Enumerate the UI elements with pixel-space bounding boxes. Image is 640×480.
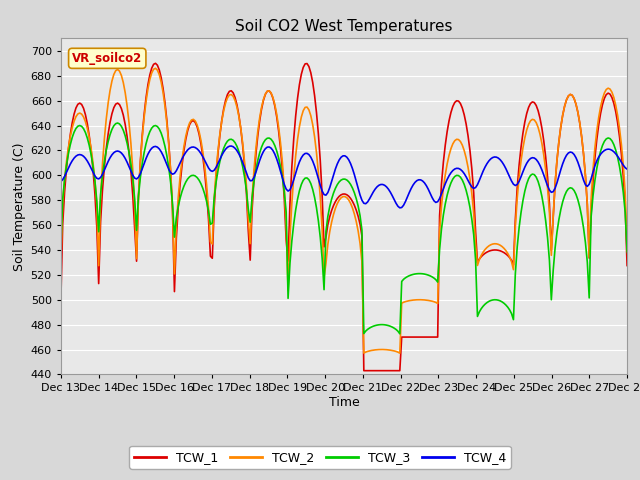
TCW_1: [57, 300, 65, 306]
TCW_2: [591, 145, 599, 151]
TCW_3: [495, 297, 502, 303]
TCW_4: [227, 143, 235, 149]
TCW_1: [144, 82, 152, 88]
TCW_3: [114, 120, 122, 126]
TCW_2: [557, 124, 564, 130]
Line: TCW_2: TCW_2: [61, 68, 640, 353]
TCW_1: [360, 368, 367, 373]
TCW_3: [591, 178, 599, 183]
TCW_1: [373, 368, 381, 373]
TCW_2: [371, 347, 379, 353]
TCW_4: [495, 155, 502, 161]
Legend: TCW_1, TCW_2, TCW_3, TCW_4: TCW_1, TCW_2, TCW_3, TCW_4: [129, 446, 511, 469]
Y-axis label: Soil Temperature (C): Soil Temperature (C): [13, 142, 26, 271]
TCW_4: [396, 205, 404, 211]
TCW_2: [57, 260, 65, 265]
TCW_1: [557, 124, 564, 130]
TCW_4: [591, 163, 599, 169]
Title: Soil CO2 West Temperatures: Soil CO2 West Temperatures: [236, 20, 452, 35]
TCW_1: [487, 248, 495, 253]
TCW_2: [487, 242, 495, 248]
TCW_1: [591, 155, 599, 161]
TCW_4: [371, 186, 379, 192]
X-axis label: Time: Time: [328, 396, 360, 409]
TCW_3: [487, 298, 495, 303]
TCW_3: [146, 129, 154, 134]
TCW_2: [396, 350, 404, 356]
TCW_2: [152, 65, 159, 71]
TCW_4: [57, 179, 65, 184]
TCW_1: [152, 60, 159, 66]
TCW_3: [396, 331, 404, 336]
TCW_2: [495, 241, 502, 247]
TCW_4: [487, 156, 495, 162]
Line: TCW_4: TCW_4: [61, 146, 640, 208]
TCW_3: [557, 207, 564, 213]
TCW_2: [144, 86, 152, 92]
TCW_4: [144, 151, 152, 157]
TCW_4: [557, 167, 564, 172]
TCW_1: [495, 247, 502, 253]
Line: TCW_1: TCW_1: [61, 63, 640, 371]
TCW_3: [57, 245, 65, 251]
Line: TCW_3: TCW_3: [61, 123, 640, 334]
TCW_3: [371, 323, 379, 328]
Text: VR_soilco2: VR_soilco2: [72, 52, 142, 65]
